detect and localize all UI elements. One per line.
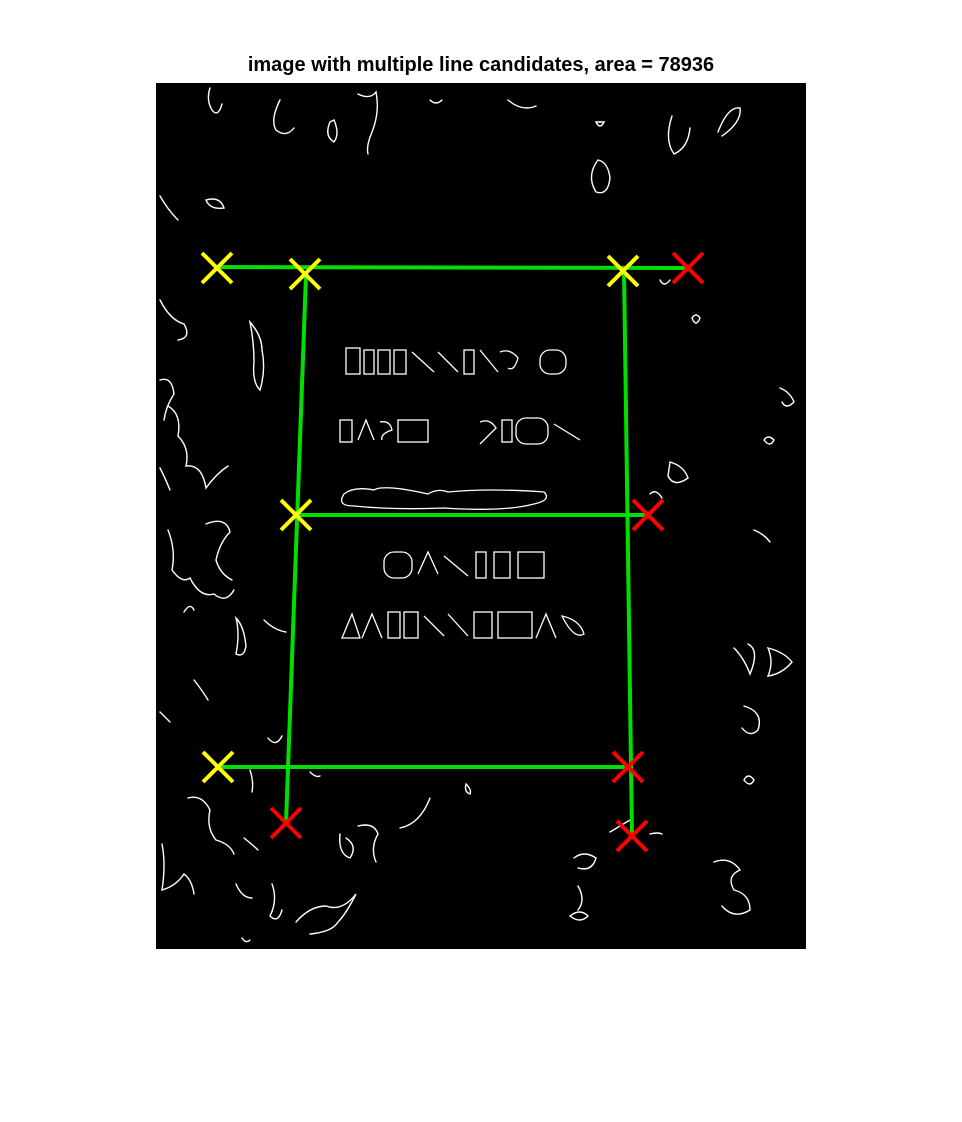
accepted-corner-marker [200, 251, 234, 285]
rejected-corner-marker [269, 806, 303, 840]
right-line [622, 268, 634, 838]
left-line [284, 273, 308, 825]
rejected-corner-marker [615, 819, 649, 853]
rejected-corner-marker [631, 498, 665, 532]
accepted-corner-marker [279, 498, 313, 532]
rejected-corner-marker [671, 251, 705, 285]
book-text-edges [339, 347, 585, 639]
accepted-corner-marker [606, 254, 640, 288]
edge-contours [159, 87, 795, 943]
accepted-corner-marker [201, 750, 235, 784]
figure-title: image with multiple line candidates, are… [247, 54, 715, 76]
rejected-corner-marker [611, 750, 645, 784]
line-candidates [216, 265, 690, 838]
corner-markers [200, 251, 705, 853]
accepted-corner-marker [288, 257, 322, 291]
